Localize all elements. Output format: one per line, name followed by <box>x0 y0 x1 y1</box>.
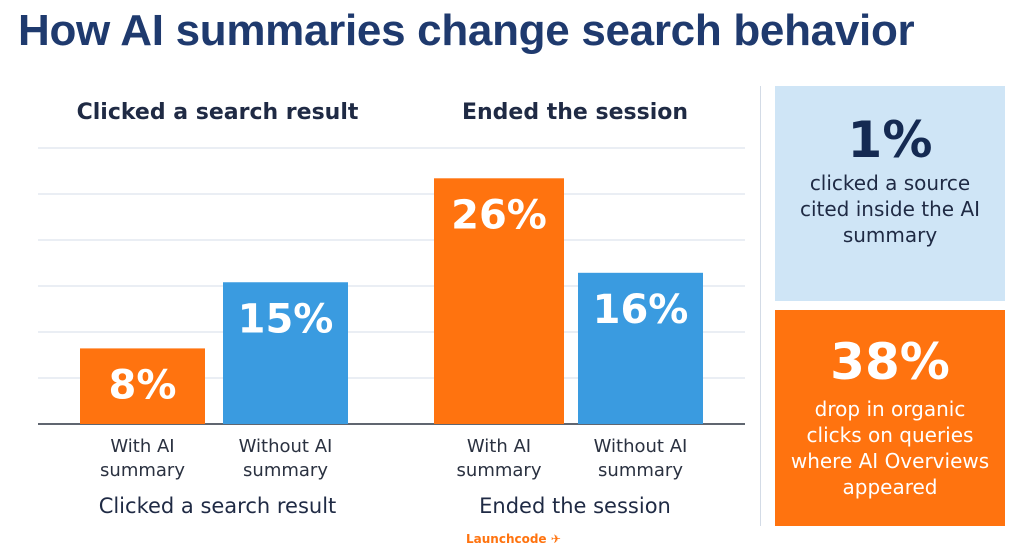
category-label: With AI summary <box>100 436 185 481</box>
brand-logo: Launchcode ✈ <box>466 532 561 546</box>
stat-value: 38% <box>830 333 950 391</box>
bar <box>80 348 205 424</box>
stat-card-organic-drop: 38% drop in organic clicks on queries wh… <box>775 310 1005 526</box>
page-title: How AI summaries change search behavior <box>18 6 915 55</box>
stat-value: 1% <box>847 111 933 169</box>
plane-icon: ✈ <box>550 532 561 546</box>
bar <box>434 178 564 424</box>
stat-card-cited-source: 1% clicked a source cited inside the AI … <box>775 86 1005 301</box>
category-label: With AI summary <box>457 436 542 481</box>
chart-caption-clicked: Clicked a search result <box>98 494 337 518</box>
category-label: Without AI summary <box>239 436 333 481</box>
chart-title-ended: Ended the session <box>461 100 689 125</box>
chart-title-clicked: Clicked a search result <box>76 100 359 125</box>
bar <box>223 282 348 424</box>
stat-description: drop in organic clicks on queries where … <box>790 397 990 499</box>
panel-divider <box>760 86 761 526</box>
data-label: 15% <box>238 296 334 342</box>
category-label: Without AI summary <box>594 436 688 481</box>
data-label: 8% <box>109 362 177 408</box>
data-label: 16% <box>593 287 689 333</box>
brand-logo-text: Launchcode <box>466 532 547 546</box>
bar <box>578 272 703 424</box>
chart-caption-ended: Ended the session <box>479 494 671 518</box>
stat-description: clicked a source cited inside the AI sum… <box>799 171 981 247</box>
data-label: 26% <box>451 192 547 238</box>
bar-chart: 8% With AI summary 15% Without AI summary 26% W… <box>38 147 745 481</box>
